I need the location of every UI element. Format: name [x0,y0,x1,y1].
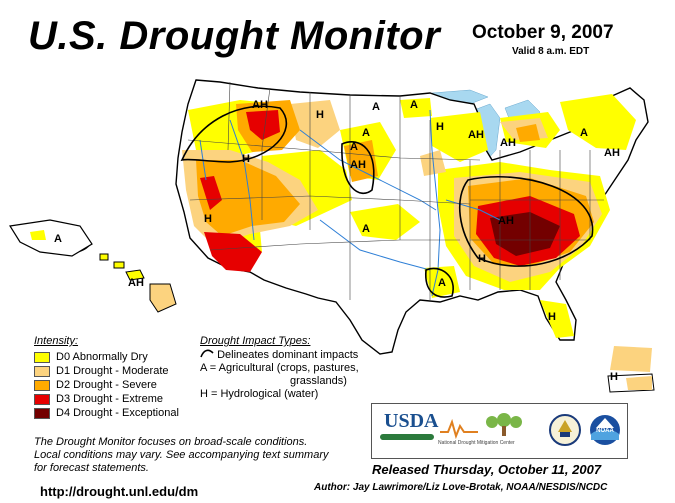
impact-legend: Delineates dominant impacts A = Agricult… [200,349,359,401]
legend-label: D0 Abnormally Dry [56,351,148,363]
ndmc-logo-text: National Drought Mitigation Center [438,440,515,446]
website-url[interactable]: http://drought.unl.edu/dm [40,484,199,499]
drought-d4 [490,212,560,256]
legend-item-d0: D0 Abnormally Dry [34,350,179,364]
commerce-seal-icon [549,414,581,446]
map-label: A [362,127,370,139]
noaa-logo-text: NOAA [596,428,614,434]
legend-item-d1: D1 Drought - Moderate [34,364,179,378]
legend-item-d3: D3 Drought - Extreme [34,392,179,406]
map-label: A [350,141,358,153]
legend-swatch [34,393,50,405]
map-label: A [410,99,418,111]
map-label: AH [498,215,514,227]
release-date: Released Thursday, October 11, 2007 [372,462,602,477]
legend-swatch [34,351,50,363]
legend-label: D3 Drought - Extreme [56,393,163,405]
note-line: for forecast statements. [34,462,149,474]
hydrological-label: H = Hydrological (water) [200,388,319,400]
legend-label: D2 Drought - Severe [56,379,157,391]
noaa-logo-icon: NOAA [590,415,620,445]
valid-time: Valid 8 a.m. EDT [512,46,590,57]
map-label: A [362,223,370,235]
hawaii [99,253,177,313]
state-boundaries [187,81,604,300]
delineation-label: Delineates dominant impacts [217,349,359,361]
delineation-line-icon [200,349,214,358]
map-title: U.S. Drought Monitor [28,14,441,58]
intensity-legend: D0 Abnormally Dry D1 Drought - Moderate … [34,350,179,420]
alaska [9,219,93,257]
legend-item-d4: D4 Drought - Exceptional [34,406,179,420]
map-label: H [548,311,556,323]
legend-label: D1 Drought - Moderate [56,365,169,377]
legend-item-d2: D2 Drought - Severe [34,378,179,392]
note-line: The Drought Monitor focuses on broad-sca… [34,436,308,448]
usda-logo-bar [380,434,434,440]
legend-title: Intensity: [34,335,79,347]
partner-logos: USDA National Drought Mitigation Center … [371,403,628,459]
map-label: AH [252,99,268,111]
map-label: AH [604,147,620,159]
map-label: AH [350,159,366,171]
map-label: AH [468,129,484,141]
map-label: A [372,101,380,113]
map-label: H [204,213,212,225]
agricultural-label: A = Agricultural (crops, pastures, [200,362,359,374]
legend-swatch [34,379,50,391]
usda-logo: USDA [384,410,439,432]
map-label: A [438,277,446,289]
rivers [199,109,501,297]
author-line: Author: Jay Lawrimore/Liz Love-Brotak, N… [314,482,608,493]
map-date: October 9, 2007 [472,22,614,43]
agricultural-label-cont: grasslands) [290,375,347,387]
map-label: H [242,153,250,165]
disclaimer-note: The Drought Monitor focuses on broad-sca… [34,436,328,475]
map-label: AH [128,277,144,289]
impact-types-title: Drought Impact Types: [200,335,311,347]
map-label: AH [500,137,516,149]
map-label: A [580,127,588,139]
map-label: H [316,109,324,121]
map-label: A [54,233,62,245]
legend-swatch [34,365,50,377]
delineation-row: Delineates dominant impacts [200,349,359,362]
legend-swatch [34,407,50,419]
map-label: H [478,253,486,265]
impact-labels: AH H A A H A A AH AH AH AH H H A AH A H … [54,99,620,383]
legend-label: D4 Drought - Exceptional [56,407,179,419]
map-label: H [436,121,444,133]
note-line: Local conditions may vary. See accompany… [34,449,329,461]
ndmc-logo-icon [440,413,522,440]
drought-d3 [200,110,580,272]
map-label: H [610,371,618,383]
